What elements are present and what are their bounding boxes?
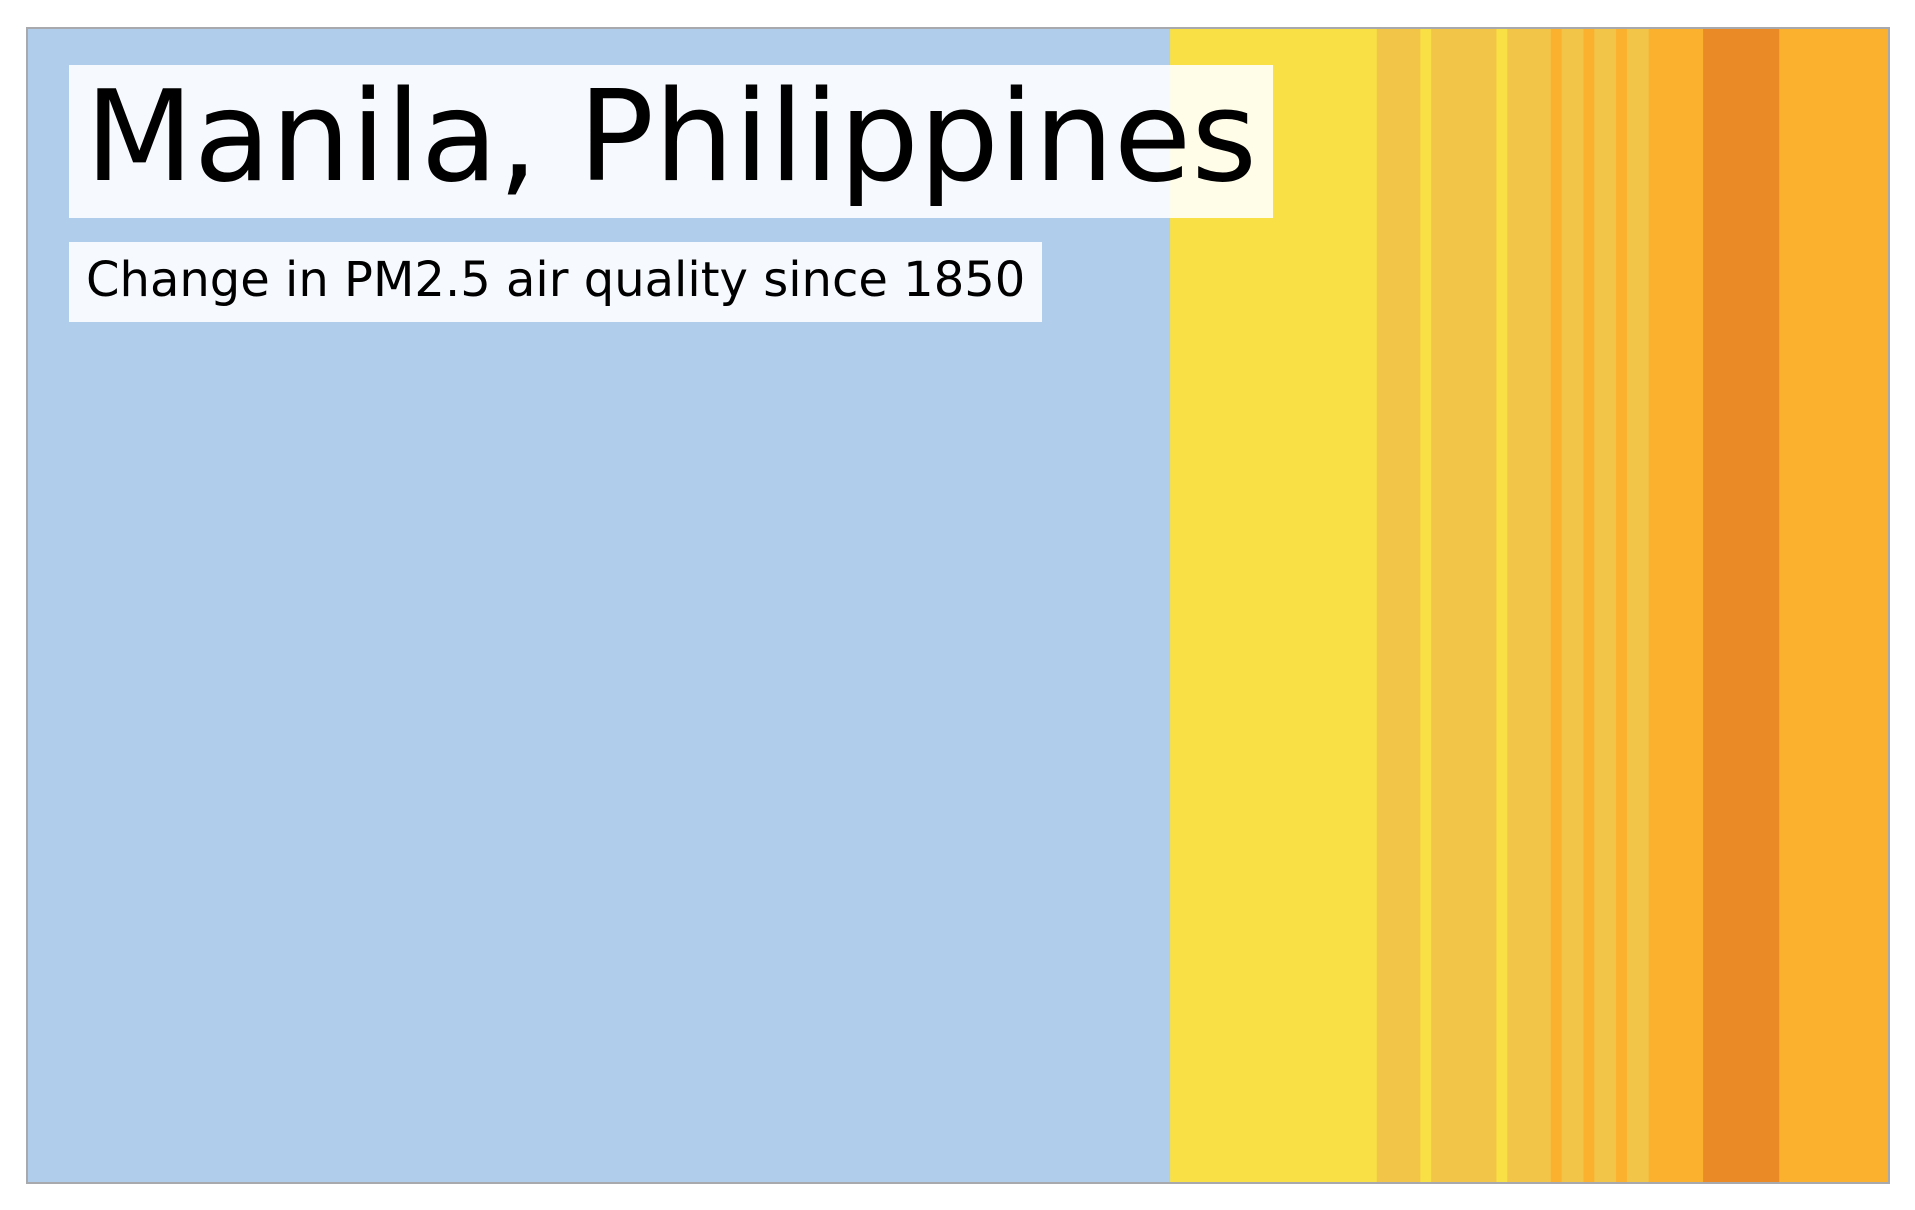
stripe-1991-1993 <box>1561 29 1585 1182</box>
stripe-1996-1997 <box>1616 29 1628 1182</box>
stripe-1974-1978 <box>1376 29 1421 1182</box>
chart-title: Manila, Philippines <box>85 63 1257 210</box>
stripe-1979-1985 <box>1431 29 1498 1182</box>
stripe-1955-1974 <box>1170 29 1378 1182</box>
stripe-2004-2011 <box>1703 29 1780 1182</box>
stripes-chart <box>28 29 1888 1182</box>
chart-subtitle-box: Change in PM2.5 air quality since 1850 <box>69 242 1043 322</box>
stripe-1990-1991 <box>1550 29 1563 1182</box>
stripe-1993-1994 <box>1583 29 1595 1182</box>
chart-frame: Manila, Philippines Change in PM2.5 air … <box>26 27 1890 1184</box>
stripe-1986-1990 <box>1507 29 1552 1182</box>
chart-subtitle: Change in PM2.5 air quality since 1850 <box>86 252 1026 308</box>
chart-title-box: Manila, Philippines <box>69 65 1273 218</box>
stripe-1978-1979 <box>1420 29 1432 1182</box>
stripe-1994-1996 <box>1594 29 1617 1182</box>
stripe-1997-1999 <box>1626 29 1650 1182</box>
stripe-2011-2021 <box>1779 29 1888 1182</box>
stripe-1999-2004 <box>1648 29 1704 1182</box>
stripe-1850-1955 <box>28 29 1171 1182</box>
stripe-1985-1986 <box>1496 29 1508 1182</box>
